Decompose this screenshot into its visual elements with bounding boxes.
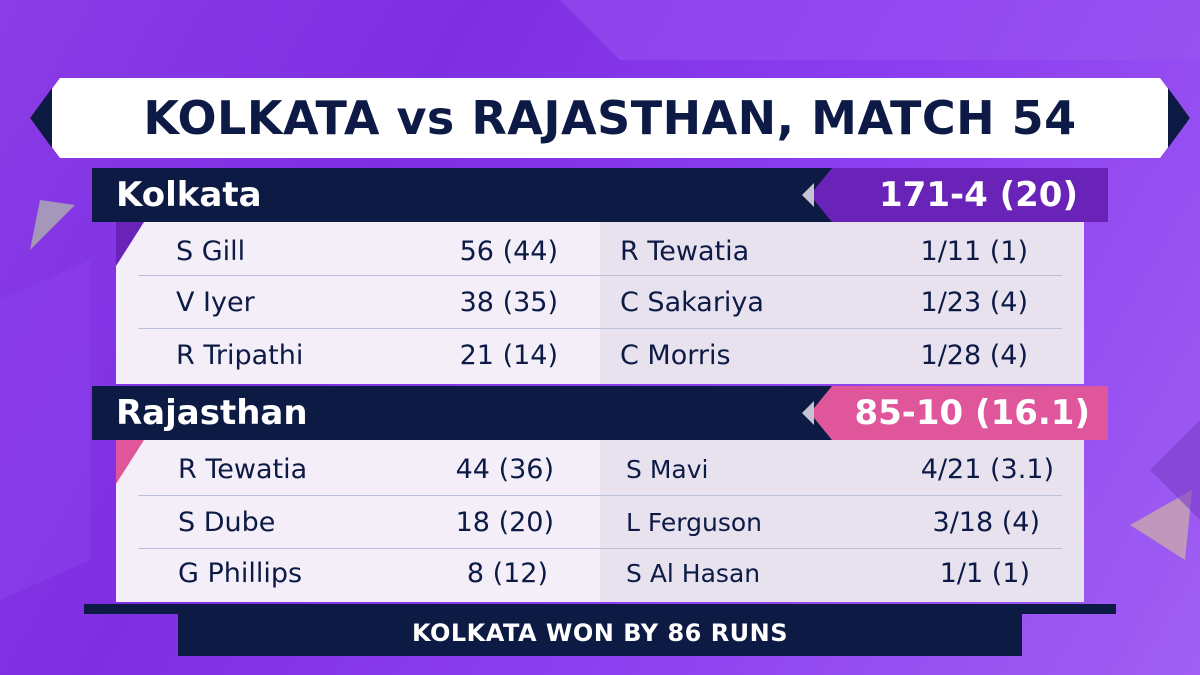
row-divider	[138, 275, 1062, 276]
row-divider	[138, 548, 1062, 549]
stat-row: S Gill 56 (44) R Tewatia 1/11 (1)	[116, 226, 1084, 278]
team-name: Kolkata	[116, 175, 262, 215]
bowler-name: S Al Hasan	[626, 559, 761, 588]
match-result: KOLKATA WON BY 86 RUNS	[178, 610, 1022, 656]
row-divider	[138, 495, 1062, 496]
batter-figures: 38 (35)	[459, 287, 558, 318]
title-banner: KOLKATA vs RAJASTHAN, MATCH 54	[30, 78, 1190, 158]
bowler-figures: 4/21 (3.1)	[920, 454, 1054, 485]
bowler-name: R Tewatia	[620, 236, 750, 267]
batting-column	[116, 222, 600, 384]
footer-bar	[84, 604, 1116, 614]
bowler-figures: 1/11 (1)	[920, 236, 1028, 267]
stat-row: R Tripathi 21 (14) C Morris 1/28 (4)	[116, 330, 1084, 382]
row-divider	[138, 328, 1062, 329]
scorecard-panel-rajasthan: R Tewatia 44 (36) S Mavi 4/21 (3.1) S Du…	[116, 440, 1084, 602]
stat-row: R Tewatia 44 (36) S Mavi 4/21 (3.1)	[116, 444, 1084, 496]
batter-figures: 56 (44)	[459, 236, 558, 267]
bowler-figures: 1/1 (1)	[939, 558, 1030, 589]
bowler-figures: 1/28 (4)	[920, 340, 1028, 371]
team-score: 171-4 (20)	[879, 175, 1078, 215]
stat-row: S Dube 18 (20) L Ferguson 3/18 (4)	[116, 497, 1084, 549]
corner-accent	[116, 222, 144, 266]
team-bar-kolkata: Kolkata 171-4 (20)	[92, 168, 1108, 222]
batting-column	[116, 440, 600, 602]
batter-figures: 44 (36)	[455, 454, 554, 485]
scorecard-panel-kolkata: S Gill 56 (44) R Tewatia 1/11 (1) V Iyer…	[116, 222, 1084, 384]
stat-row: V Iyer 38 (35) C Sakariya 1/23 (4)	[116, 277, 1084, 329]
bowling-column	[600, 222, 1084, 384]
batter-name: G Phillips	[178, 558, 303, 589]
batter-name: R Tewatia	[178, 454, 308, 485]
bowler-name: L Ferguson	[626, 508, 762, 537]
batter-name: S Dube	[178, 507, 276, 538]
score-box-shape	[792, 168, 1108, 222]
batter-figures: 18 (20)	[455, 507, 554, 538]
batter-name: V Iyer	[176, 287, 255, 318]
bowler-figures: 3/18 (4)	[932, 507, 1040, 538]
corner-accent	[116, 440, 144, 484]
banner-shape	[30, 78, 1190, 158]
score-box: 171-4 (20)	[792, 168, 1108, 222]
bowler-name: C Sakariya	[620, 287, 764, 318]
team-name: Rajasthan	[116, 393, 308, 433]
batter-name: S Gill	[176, 236, 246, 267]
bowler-name: C Morris	[620, 340, 731, 371]
team-score: 85-10 (16.1)	[854, 393, 1090, 433]
match-title: KOLKATA vs RAJASTHAN, MATCH 54	[143, 91, 1077, 145]
batter-name: R Tripathi	[176, 340, 304, 371]
bowler-figures: 1/23 (4)	[920, 287, 1028, 318]
score-box: 85-10 (16.1)	[792, 386, 1108, 440]
bowling-column	[600, 440, 1084, 602]
bowler-name: S Mavi	[626, 455, 709, 484]
batter-figures: 21 (14)	[459, 340, 558, 371]
score-box-shape	[792, 386, 1108, 440]
stat-row: G Phillips 8 (12) S Al Hasan 1/1 (1)	[116, 548, 1084, 600]
batter-figures: 8 (12)	[466, 558, 548, 589]
team-bar-rajasthan: Rajasthan 85-10 (16.1)	[92, 386, 1108, 440]
